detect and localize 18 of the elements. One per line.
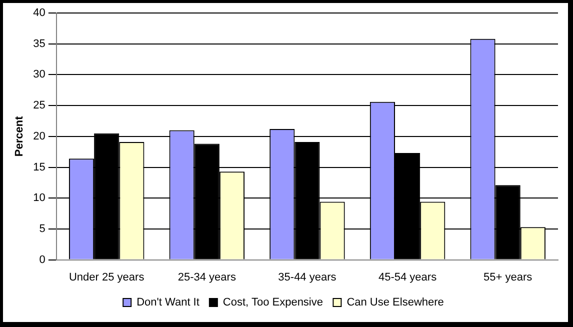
x-tick-label: 35-44 years [278, 271, 337, 284]
y-tick-label: 5 [39, 222, 46, 235]
x-tick-label: 55+ years [484, 271, 533, 284]
legend-label: Can Use Elsewhere [346, 296, 444, 309]
y-tick-label: 15 [33, 161, 46, 174]
x-tick-label: 45-54 years [378, 271, 438, 284]
x-tick-label: 25-34 years [178, 271, 236, 284]
y-tick-label: 30 [33, 68, 46, 81]
legend-label: Don't Want It [136, 296, 200, 309]
y-tick-label: 10 [33, 192, 46, 204]
x-tick-label: Under 25 years [68, 271, 145, 284]
y-tick-label: 35 [33, 38, 46, 50]
y-tick-label: 20 [33, 130, 46, 142]
y-tick-label: 25 [33, 100, 46, 112]
y-axis-title: Percent [14, 116, 26, 157]
y-tick-label: 40 [33, 7, 46, 20]
y-tick-label: 0 [39, 254, 46, 266]
legend-label: Cost, Too Expensive [222, 296, 323, 309]
